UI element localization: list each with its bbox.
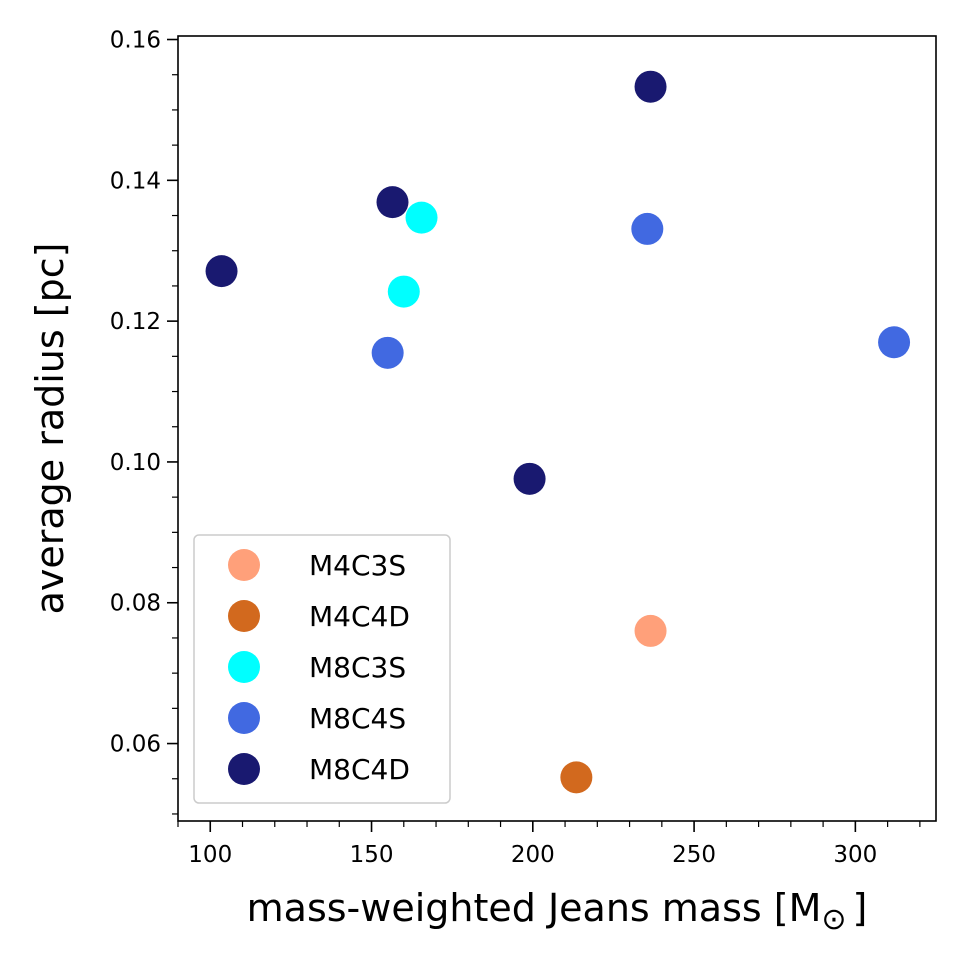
data-point-m4c3s bbox=[634, 614, 667, 647]
y-tick-label: 0.08 bbox=[110, 591, 161, 617]
x-axis-title: mass-weighted Jeans mass [M⊙] bbox=[247, 886, 868, 937]
plot-frame bbox=[177, 35, 937, 822]
legend-marker bbox=[228, 600, 260, 632]
legend-label: M8C4S bbox=[309, 702, 406, 735]
legend-marker bbox=[228, 753, 260, 785]
legend-marker bbox=[228, 549, 260, 581]
legend-label: M8C3S bbox=[309, 651, 406, 684]
legend-label: M4C3S bbox=[309, 549, 406, 582]
data-point-m8c3s bbox=[387, 275, 420, 308]
y-tick-label: 0.06 bbox=[110, 732, 161, 758]
legend: M4C3S M4C4D M8C3S M8C4S M8C4D bbox=[193, 534, 451, 804]
data-point-m4c4d bbox=[560, 761, 593, 794]
x-tick-label: 100 bbox=[188, 842, 232, 868]
y-axis: 0.06 0.08 0.10 0.12 0.14 0.16 bbox=[110, 28, 178, 815]
x-tick-label: 150 bbox=[350, 842, 394, 868]
legend-marker bbox=[228, 702, 260, 734]
x-tick-label: 250 bbox=[672, 842, 716, 868]
data-point-m8c4d bbox=[205, 255, 238, 288]
data-point-m8c4s bbox=[631, 212, 664, 245]
data-point-m8c4s bbox=[371, 336, 404, 369]
legend-marker bbox=[228, 651, 260, 683]
y-axis-title: average radius [pc] bbox=[28, 243, 72, 615]
x-axis: 100 150 200 250 300 bbox=[177, 821, 921, 868]
x-tick-label: 200 bbox=[511, 842, 555, 868]
y-tick-label: 0.16 bbox=[110, 28, 161, 54]
y-tick-label: 0.12 bbox=[110, 309, 161, 335]
data-point-m8c4d bbox=[513, 462, 546, 495]
data-points bbox=[205, 70, 911, 794]
legend-label: M8C4D bbox=[309, 753, 410, 786]
y-tick-label: 0.14 bbox=[110, 168, 161, 194]
legend-box bbox=[193, 534, 451, 804]
y-tick-label: 0.10 bbox=[110, 450, 161, 476]
data-point-m8c4s bbox=[878, 326, 911, 359]
x-tick-label: 300 bbox=[833, 842, 877, 868]
data-point-m8c4d bbox=[376, 186, 409, 219]
legend-label: M4C4D bbox=[309, 600, 410, 633]
data-point-m8c3s bbox=[405, 201, 438, 234]
data-point-m8c4d bbox=[634, 70, 667, 103]
